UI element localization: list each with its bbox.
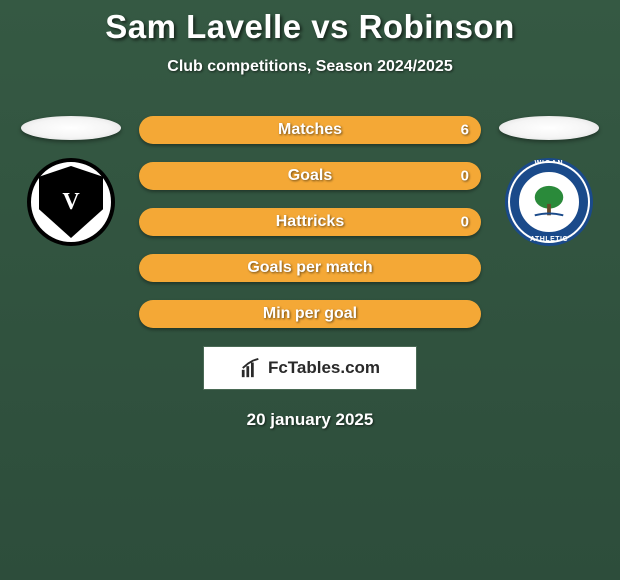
right-badge-bottom-text: ATHLETIC — [508, 236, 590, 243]
stat-bars: Matches 6 Goals 0 Hattricks 0 Goals per … — [139, 116, 481, 328]
right-badge-ring — [510, 163, 588, 241]
stat-bar-goals-per-match: Goals per match — [139, 254, 481, 282]
page-title: Sam Lavelle vs Robinson — [105, 8, 514, 46]
infographic-date: 20 january 2025 — [247, 410, 374, 430]
branding-box: FcTables.com — [203, 346, 417, 390]
right-player-column: WIGAN ATHLETIC — [499, 116, 599, 246]
left-badge-letter: V — [62, 189, 79, 216]
stat-label: Goals per match — [247, 259, 372, 277]
left-team-badge: V — [27, 158, 115, 246]
stat-label: Goals — [288, 167, 332, 185]
stat-label: Min per goal — [263, 305, 357, 323]
stat-bar-matches: Matches 6 — [139, 116, 481, 144]
stat-label: Matches — [278, 121, 342, 139]
stat-right-value: 0 — [461, 214, 469, 231]
right-player-ellipse — [499, 116, 599, 140]
stat-bar-min-per-goal: Min per goal — [139, 300, 481, 328]
stat-right-value: 6 — [461, 122, 469, 139]
stat-bar-hattricks: Hattricks 0 — [139, 208, 481, 236]
stat-bar-goals: Goals 0 — [139, 162, 481, 190]
infographic-root: Sam Lavelle vs Robinson Club competition… — [0, 0, 620, 430]
stat-right-value: 0 — [461, 168, 469, 185]
branding-text: FcTables.com — [268, 358, 380, 378]
left-player-column: V — [21, 116, 121, 246]
comparison-row: V Matches 6 Goals 0 Hattricks 0 Goals pe… — [0, 116, 620, 328]
tree-icon — [530, 183, 568, 221]
chart-icon — [240, 357, 262, 379]
right-team-badge: WIGAN ATHLETIC — [505, 158, 593, 246]
left-player-ellipse — [21, 116, 121, 140]
left-team-shield: V — [39, 166, 103, 238]
stat-label: Hattricks — [276, 213, 344, 231]
page-subtitle: Club competitions, Season 2024/2025 — [167, 58, 452, 76]
